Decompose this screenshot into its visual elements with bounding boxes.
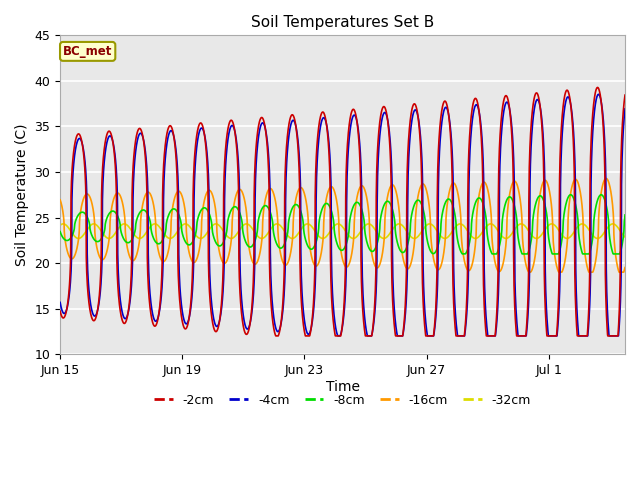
-16cm — [621, 264, 629, 270]
X-axis label: Time: Time — [326, 380, 360, 394]
-4cm — [145, 274, 153, 279]
-4cm — [361, 315, 369, 321]
-2cm — [272, 333, 280, 339]
-8cm — [361, 222, 369, 228]
-2cm — [621, 92, 629, 98]
-2cm — [56, 308, 64, 314]
-4cm — [111, 151, 118, 157]
-4cm — [621, 106, 629, 112]
-32cm — [60, 221, 67, 227]
Line: -4cm: -4cm — [60, 94, 625, 336]
-4cm — [595, 91, 602, 97]
-32cm — [75, 236, 83, 241]
-4cm — [56, 300, 64, 305]
-16cm — [261, 198, 269, 204]
-16cm — [602, 176, 610, 181]
-32cm — [182, 221, 189, 227]
-8cm — [182, 239, 189, 244]
-8cm — [145, 214, 153, 220]
Y-axis label: Soil Temperature (C): Soil Temperature (C) — [15, 123, 29, 266]
-32cm — [56, 222, 64, 228]
-32cm — [262, 233, 269, 239]
-32cm — [548, 221, 556, 227]
-4cm — [182, 320, 189, 326]
-2cm — [548, 333, 556, 339]
-32cm — [111, 230, 119, 236]
-8cm — [56, 229, 64, 235]
Line: -8cm: -8cm — [60, 195, 625, 254]
-4cm — [548, 333, 556, 339]
Text: BC_met: BC_met — [63, 45, 113, 58]
-8cm — [597, 192, 605, 198]
Legend: -2cm, -4cm, -8cm, -16cm, -32cm: -2cm, -4cm, -8cm, -16cm, -32cm — [149, 389, 536, 412]
-2cm — [261, 124, 269, 130]
-32cm — [145, 225, 153, 231]
-8cm — [548, 251, 556, 257]
-2cm — [111, 157, 118, 163]
-8cm — [458, 251, 466, 257]
-16cm — [56, 197, 64, 203]
Line: -32cm: -32cm — [60, 224, 625, 239]
-16cm — [361, 186, 369, 192]
-4cm — [261, 125, 269, 131]
-2cm — [594, 84, 602, 90]
-16cm — [548, 211, 556, 217]
-4cm — [334, 333, 342, 339]
-16cm — [182, 209, 189, 215]
Title: Soil Temperatures Set B: Soil Temperatures Set B — [251, 15, 434, 30]
-2cm — [182, 326, 189, 332]
-8cm — [261, 203, 269, 208]
-8cm — [621, 212, 629, 218]
-16cm — [145, 190, 153, 195]
-2cm — [145, 292, 153, 298]
-16cm — [525, 269, 533, 275]
-16cm — [111, 193, 118, 199]
-2cm — [361, 328, 369, 334]
-32cm — [361, 223, 369, 228]
Line: -2cm: -2cm — [60, 87, 625, 336]
-8cm — [111, 209, 118, 215]
-32cm — [621, 234, 629, 240]
Line: -16cm: -16cm — [60, 179, 625, 272]
